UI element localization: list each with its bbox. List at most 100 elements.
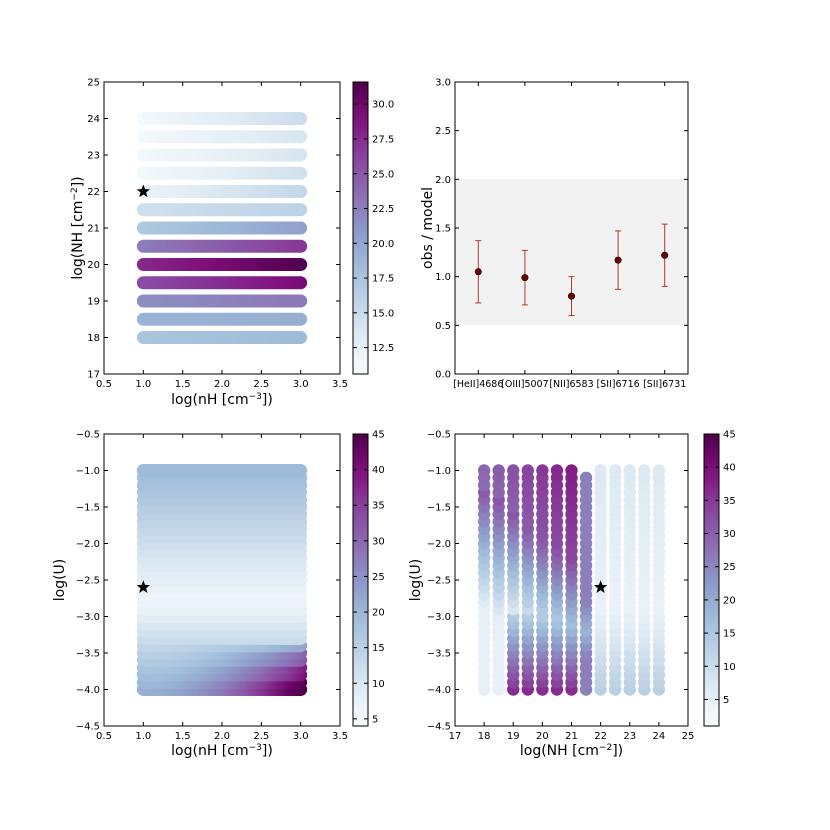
colorbar-tick-label: 15	[723, 629, 736, 640]
colorbar-tick-label: 15.0	[372, 308, 394, 319]
data-row	[136, 112, 308, 125]
x-tick-label: 25	[682, 731, 695, 742]
data-point	[579, 471, 593, 484]
data-point	[594, 464, 607, 477]
y-tick-label: 24	[87, 114, 100, 125]
x-axis-label: log(nH [cm−3])	[171, 392, 273, 408]
x-tick-label: 1.0	[135, 379, 151, 390]
x-axis-label: log(NH [cm−2])	[520, 743, 623, 759]
data-row	[136, 276, 308, 290]
data-point	[521, 274, 529, 282]
category-label: [SII]6731	[643, 379, 686, 390]
data-row	[136, 166, 308, 180]
y-tick-label: 18	[87, 333, 100, 344]
data-row	[136, 294, 308, 308]
x-tick-label: 17	[449, 731, 462, 742]
data-row	[136, 130, 308, 144]
y-tick-label: −2.5	[76, 576, 100, 587]
x-tick-label: 3.0	[293, 731, 309, 742]
data-point	[477, 464, 491, 477]
y-axis-label: log(U)	[52, 559, 68, 602]
colorbar-tick-label: 10	[372, 679, 385, 690]
colorbar-tick-label: 25	[372, 572, 385, 583]
data-row	[136, 221, 308, 235]
colorbar-tick-label: 40	[723, 463, 736, 474]
x-tick-label: 3.5	[332, 379, 348, 390]
data-point	[623, 464, 636, 477]
x-tick-label: 3.5	[332, 731, 348, 742]
obs-model-panel: 0.0 0.5 1.0 1.5 2.0 2.5 3.0 [HeII]4686[OIII]500…	[420, 78, 689, 390]
y-tick-label: −3.0	[427, 612, 451, 623]
x-tick-label: 1.0	[135, 731, 151, 742]
data-point	[652, 464, 666, 477]
x-tick-label: 19	[507, 731, 520, 742]
data-row	[136, 239, 308, 253]
x-tick-label: 23	[623, 731, 636, 742]
colorbar-tick-label: 35	[372, 501, 385, 512]
best-fit-star-marker	[593, 580, 608, 593]
y-tick-label: −2.0	[427, 539, 451, 550]
y-tick-label: 3.0	[435, 78, 451, 89]
colorbar-tick-label: 30.0	[372, 100, 394, 111]
colorbar-tick-label: 40	[372, 465, 385, 476]
y-tick-label: −0.5	[427, 430, 451, 441]
x-tick-label: 2.5	[253, 379, 269, 390]
colorbar	[352, 433, 369, 727]
colorbar	[352, 81, 369, 375]
data-row	[136, 331, 308, 344]
y-tick-label: −1.0	[76, 466, 100, 477]
colorbar-tick-label: 15	[372, 643, 385, 654]
y-tick-label: −2.0	[76, 539, 100, 550]
data-point	[608, 464, 622, 477]
data-point	[521, 464, 535, 477]
y-tick-label: 17	[87, 370, 100, 381]
best-fit-star-marker	[136, 184, 150, 198]
data-point	[536, 464, 549, 477]
x-tick-label: 20	[536, 731, 549, 742]
colorbar-tick-label: 20	[372, 608, 385, 619]
nh-vs-nH-panel: 0.5 1.0 1.5 2.0 2.5 3.0 3.5 17 18 19 20 21 22 23 24 25 l…	[70, 78, 394, 409]
y-tick-label: 22	[87, 187, 100, 198]
y-axis-label: log(U)	[408, 559, 424, 602]
U-vs-nH-panel: 0.5 1.0 1.5 2.0 2.5 3.0 3.5 −4.5 −4.0 −3.5 −3.0 −2.…	[52, 430, 385, 760]
y-tick-label: 19	[87, 297, 100, 308]
colorbar-tick-label: 5	[372, 714, 378, 725]
colorbar-tick-label: 45	[723, 430, 736, 441]
U-vs-NH-panel: 17 18 19 20 21 22 23 24 25 −4.5 −4.0 −3.5 −3.0 −2.5 −2…	[408, 430, 736, 760]
y-tick-label: 1.0	[435, 272, 451, 283]
category-label: [HeII]4686	[453, 379, 503, 390]
x-tick-label: 0.5	[96, 731, 112, 742]
y-tick-label: −2.5	[427, 576, 451, 587]
data-point	[565, 464, 578, 477]
y-axis-label: obs / model	[420, 187, 436, 269]
colorbar-tick-label: 20.0	[372, 239, 394, 250]
data-point	[661, 251, 669, 259]
colorbar-tick-label: 10	[723, 662, 736, 673]
colorbar-tick-label: 17.5	[372, 274, 394, 285]
data-point	[507, 464, 520, 477]
y-tick-label: −3.5	[76, 649, 100, 660]
data-point	[614, 256, 622, 264]
x-tick-label: 18	[478, 731, 491, 742]
colorbar	[703, 433, 720, 727]
data-row	[136, 185, 308, 198]
colorbar-tick-label: 27.5	[372, 135, 394, 146]
x-tick-label: 3.0	[293, 379, 309, 390]
y-tick-label: 2.0	[435, 175, 451, 186]
colorbar-tick-label: 30	[723, 529, 736, 540]
x-tick-label: 24	[653, 731, 666, 742]
data-point	[474, 268, 482, 276]
x-tick-label: 2.0	[214, 731, 230, 742]
y-tick-label: −1.5	[76, 503, 100, 514]
colorbar-tick-label: 35	[723, 496, 736, 507]
y-tick-label: −3.0	[76, 612, 100, 623]
category-label: [SII]6716	[596, 379, 639, 390]
y-tick-label: 20	[87, 260, 100, 271]
data-row	[136, 203, 308, 217]
colorbar-tick-label: 45	[372, 430, 385, 441]
y-tick-label: 0.5	[435, 321, 451, 332]
colorbar-tick-label: 30	[372, 536, 385, 547]
x-tick-label: 2.5	[253, 731, 269, 742]
x-tick-label: 1.5	[175, 731, 191, 742]
